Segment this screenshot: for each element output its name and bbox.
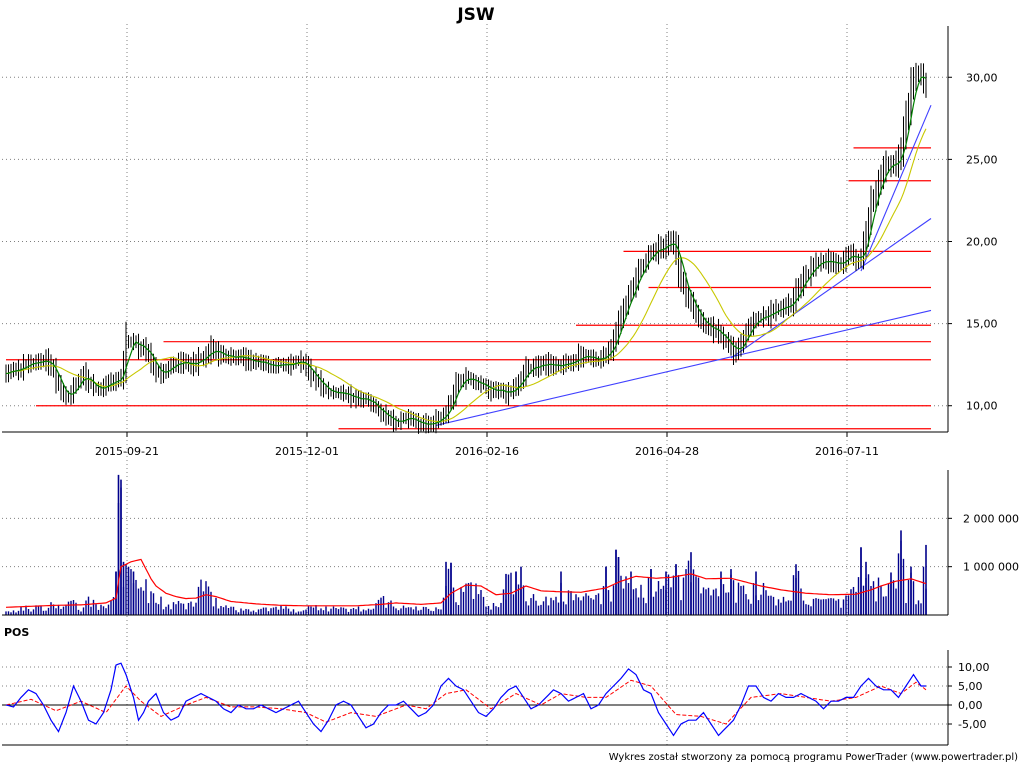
- pos-axis-label: 5,00: [958, 680, 983, 693]
- price-axis-label: 15,00: [966, 318, 998, 331]
- price-axis-label: 30,00: [966, 71, 998, 84]
- price-axis: 10,00 15,00 20,00 25,00 30,00 2015-09-21 2015-…: [95, 71, 997, 458]
- date-axis-label: 2015-09-21: [95, 445, 159, 458]
- price-axis-label: 20,00: [966, 235, 998, 248]
- moving-average-fast-line: [5, 76, 927, 425]
- volume-axis-label: 2 000 000: [963, 512, 1019, 525]
- date-axis-label: 2016-07-11: [815, 445, 879, 458]
- moving-average-slow-line: [5, 128, 927, 422]
- pos-axis-label: 0,00: [958, 699, 983, 712]
- volume-bars: [5, 474, 927, 615]
- pos-axis: -5,00 0,00 5,00 10,00: [948, 661, 990, 731]
- pos-panel-label: POS: [4, 626, 29, 639]
- chart-title: JSW: [456, 5, 495, 25]
- date-axis-label: 2015-12-01: [275, 445, 339, 458]
- volume-axis-label: 1 000 000: [963, 561, 1019, 574]
- ohlc-bars: [5, 62, 927, 434]
- volume-panel: 1 000 000 2 000 000: [5, 474, 1019, 615]
- panel-frames: [2, 26, 949, 746]
- price-axis-label: 25,00: [966, 153, 998, 166]
- price-panel: 10,00 15,00 20,00 25,00 30,00 2015-09-21 2015-…: [5, 62, 998, 458]
- footer-credit: Wykres został stworzony za pomocą progra…: [609, 752, 1018, 763]
- volume-average-line: [5, 558, 927, 608]
- date-axis-label: 2016-02-16: [455, 445, 519, 458]
- grid-lines: [2, 24, 948, 745]
- pos-axis-label: 10,00: [958, 661, 990, 674]
- support-resistance-lines: [6, 147, 931, 430]
- pos-axis-label: -5,00: [958, 718, 986, 731]
- trend-line: [730, 218, 932, 359]
- price-axis-label: 10,00: [966, 400, 998, 413]
- pos-oscillator-line: [5, 662, 926, 737]
- volume-axis: 1 000 000 2 000 000: [948, 512, 1019, 574]
- date-axis-label: 2016-04-28: [635, 445, 699, 458]
- trend-line: [435, 309, 932, 426]
- pos-signal-line: [5, 679, 927, 725]
- trend-line: [860, 104, 932, 272]
- pos-panel: POS -5,00 0,00 5,00 10,00: [2, 626, 990, 737]
- trend-lines: [435, 104, 932, 426]
